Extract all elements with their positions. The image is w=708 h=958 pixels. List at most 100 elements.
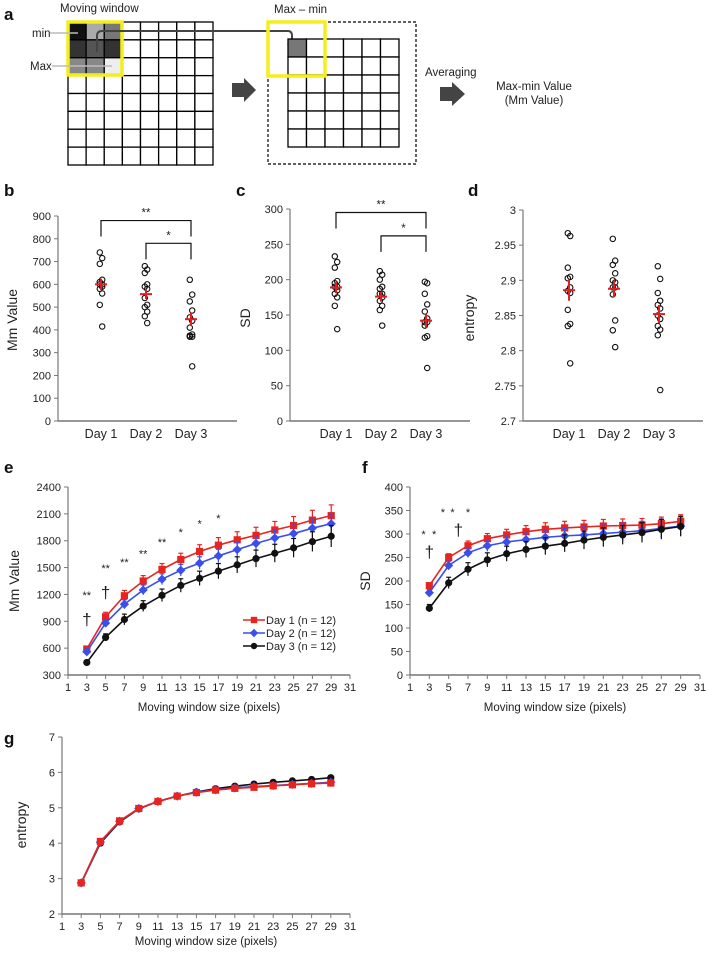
significance-annotation: * [197, 518, 202, 530]
pixel-cell [157, 146, 178, 166]
data-point [98, 323, 106, 330]
y-tick-label: 50 [271, 381, 283, 393]
data-point [188, 317, 196, 325]
pixel-cell [85, 92, 105, 113]
y-tick-label: 2.7 [501, 416, 516, 428]
x-tick-label: 29 [325, 682, 337, 694]
y-tick-label: 500 [33, 302, 51, 314]
y-tick-label: 200 [33, 370, 51, 382]
pixel-cell [139, 92, 160, 113]
data-point [186, 298, 194, 305]
panel-label-e: e [4, 458, 13, 477]
data-point-square [116, 817, 124, 825]
category-label: Day 1 [320, 427, 353, 441]
data-point [609, 235, 617, 243]
output-cell [342, 56, 363, 76]
pixel-cell [121, 146, 142, 166]
data-point [331, 302, 339, 310]
data-point-diamond [213, 551, 223, 561]
pixel-cell [67, 128, 87, 148]
y-tick-label: 300 [43, 670, 61, 682]
data-point [98, 254, 106, 262]
pixel-cell [103, 128, 124, 148]
y-tick-label: 50 [391, 647, 403, 659]
x-tick-label: 29 [325, 921, 337, 933]
pixel-cell [176, 74, 196, 95]
data-point [188, 363, 196, 370]
x-tick-label: 23 [267, 921, 279, 933]
y-tick-label: 100 [265, 345, 283, 357]
legend: Day 1 (n = 12)Day 2 (n = 12)Day 3 (n = 1… [243, 615, 336, 653]
data-point [421, 290, 429, 298]
x-tick-label: 25 [287, 682, 299, 694]
output-cell [379, 128, 400, 148]
y-axis-title: Mm Value [6, 550, 22, 612]
output-cell [287, 128, 308, 148]
data-point-square [135, 804, 143, 813]
data-point-square [231, 784, 239, 792]
x-tick-label: 27 [305, 921, 317, 933]
pixel-cell [103, 110, 124, 130]
output-cell [324, 110, 345, 130]
x-tick-label: 13 [520, 682, 532, 694]
output-cell [379, 74, 400, 94]
significance-annotation: ** [158, 537, 167, 549]
output-cell [342, 74, 363, 94]
data-point [378, 322, 386, 329]
data-point [141, 294, 149, 302]
y-tick-label: 3 [49, 874, 55, 886]
x-tick-label: 7 [465, 682, 471, 694]
data-point [141, 312, 149, 320]
data-point-diamond [463, 548, 473, 558]
pixel-cell [157, 92, 178, 113]
data-point-circle [250, 642, 258, 650]
output-cell [379, 110, 400, 130]
data-point-diamond [249, 628, 259, 638]
significance-bracket [100, 219, 192, 237]
data-point-square [233, 536, 241, 544]
pixel-cell [157, 39, 178, 59]
pixel-cell [85, 128, 105, 148]
significance-label: ** [142, 208, 151, 220]
x-tick-label: 9 [136, 921, 142, 933]
x-tick-label: 13 [171, 921, 183, 933]
data-point [609, 261, 617, 269]
significance-annotation: † [425, 543, 434, 562]
data-point [331, 253, 339, 260]
data-point-circle [139, 602, 147, 610]
data-point [564, 274, 572, 282]
series-line [77, 779, 335, 887]
y-tick-label: 700 [33, 257, 51, 269]
pixel-cell [67, 110, 87, 130]
y-tick-label: 0 [397, 670, 403, 682]
data-point-circle [677, 522, 685, 531]
x-tick-label: 11 [152, 921, 163, 933]
x-tick-label: 7 [117, 921, 123, 933]
x-tick-label: 17 [209, 921, 221, 933]
data-point-square [327, 779, 335, 787]
data-point-diamond [289, 528, 299, 539]
y-axis-title: entropy [461, 295, 477, 342]
significance-annotation: † [454, 520, 463, 539]
pixel-cell [194, 92, 214, 113]
y-tick-label: 900 [33, 211, 51, 223]
pixel-cell [139, 110, 160, 130]
data-point-circle [425, 604, 433, 612]
data-point [188, 307, 196, 314]
data-point [378, 271, 386, 278]
pixel-cell [194, 146, 214, 166]
output-cell [305, 110, 326, 130]
x-tick-label: 19 [231, 682, 243, 694]
output-cell [361, 74, 382, 94]
data-point [423, 301, 431, 308]
data-point [656, 386, 664, 394]
output-cell [324, 74, 345, 94]
input-pixel-grid [67, 21, 214, 166]
data-point-circle [541, 542, 549, 550]
legend-label: Day 3 (n = 12) [266, 641, 336, 653]
significance-annotation: ** [101, 563, 110, 575]
x-axis-title: Moving window size (pixels) [138, 702, 281, 714]
x-tick-label: 3 [84, 682, 90, 694]
pixel-cell [157, 110, 178, 130]
data-point [564, 322, 572, 330]
